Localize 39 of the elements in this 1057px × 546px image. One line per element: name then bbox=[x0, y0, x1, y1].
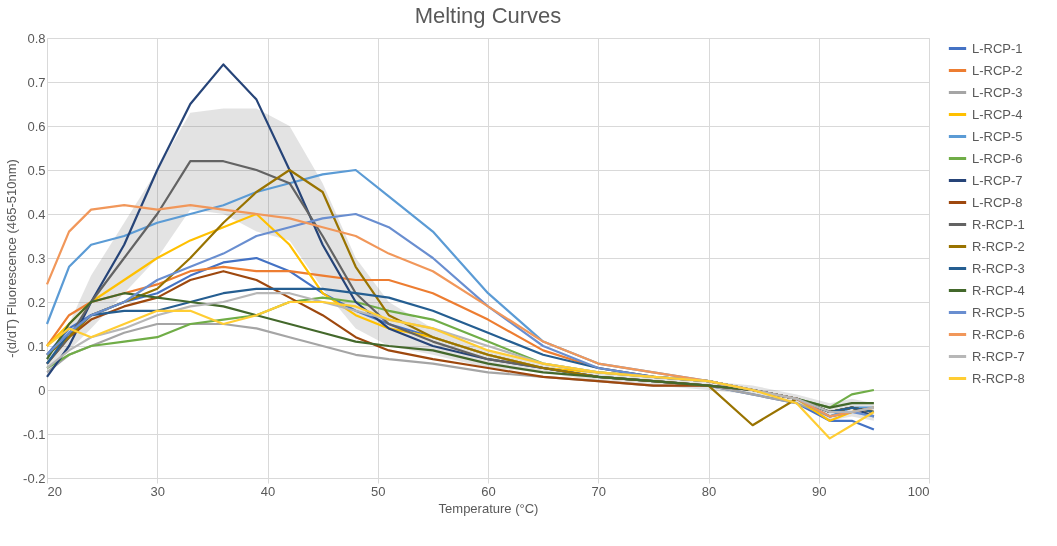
legend-label: R-RCP-2 bbox=[972, 238, 1025, 254]
y-tick-label: 0.4 bbox=[27, 206, 46, 222]
legend-label: R-RCP-7 bbox=[972, 348, 1025, 364]
x-axis-title: Temperature (°C) bbox=[438, 500, 539, 516]
legend-label: L-RCP-1 bbox=[972, 40, 1023, 56]
x-tick-label: 100 bbox=[907, 483, 930, 499]
x-tick-label: 70 bbox=[591, 483, 606, 499]
legend-label: L-RCP-6 bbox=[972, 150, 1023, 166]
y-tick-label: -0.1 bbox=[23, 426, 46, 442]
legend-label: R-RCP-6 bbox=[972, 326, 1025, 342]
y-tick-label: 0 bbox=[38, 382, 46, 398]
x-tick-label: 80 bbox=[701, 483, 717, 499]
y-tick-label: 0.5 bbox=[27, 162, 46, 178]
y-tick-label: 0.3 bbox=[27, 250, 46, 266]
chart-title: Melting Curves bbox=[414, 3, 562, 28]
legend-label: R-RCP-8 bbox=[972, 370, 1025, 386]
legend-label: R-RCP-4 bbox=[972, 282, 1025, 298]
legend-label: L-RCP-2 bbox=[972, 62, 1023, 78]
legend-label: L-RCP-3 bbox=[972, 84, 1023, 100]
legend-label: L-RCP-5 bbox=[972, 128, 1023, 144]
y-tick-label: 0.8 bbox=[27, 30, 46, 46]
legend-label: R-RCP-3 bbox=[972, 260, 1025, 276]
y-tick-label: -0.2 bbox=[23, 470, 46, 486]
y-axis-title: -(d/dT) Fluorescence (465-510nm) bbox=[4, 159, 20, 358]
legend-label: R-RCP-5 bbox=[972, 304, 1025, 320]
y-tick-label: 0.6 bbox=[27, 118, 46, 134]
y-tick-label: 0.2 bbox=[27, 294, 46, 310]
x-tick-label: 90 bbox=[812, 483, 827, 499]
x-tick-label: 40 bbox=[260, 483, 276, 499]
legend-label: L-RCP-4 bbox=[972, 106, 1023, 122]
x-tick-label: 60 bbox=[481, 483, 496, 499]
x-tick-label: 20 bbox=[47, 483, 62, 499]
legend-label: L-RCP-7 bbox=[972, 172, 1023, 188]
legend-label: L-RCP-8 bbox=[972, 194, 1023, 210]
y-tick-label: 0.7 bbox=[27, 74, 46, 90]
legend-label: R-RCP-1 bbox=[972, 216, 1025, 232]
x-tick-label: 30 bbox=[150, 483, 165, 499]
x-tick-label: 50 bbox=[371, 483, 386, 499]
y-tick-label: 0.1 bbox=[27, 338, 46, 354]
